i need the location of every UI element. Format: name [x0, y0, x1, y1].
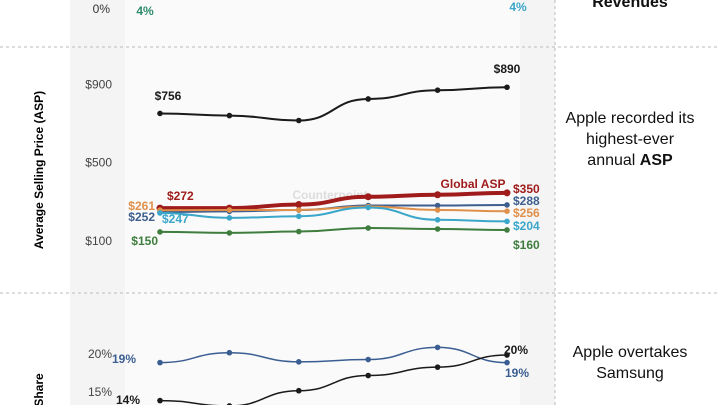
point [365, 372, 372, 379]
data-label: $204 [513, 219, 540, 233]
y-tick-label: $100 [85, 234, 112, 248]
data-label: 19% [505, 366, 529, 380]
point [364, 193, 372, 201]
point [157, 397, 163, 404]
point [434, 191, 442, 199]
y-tick-label: $900 [85, 77, 112, 91]
series-line [159, 86, 508, 122]
series-label: Global ASP [441, 177, 506, 191]
point [295, 201, 303, 209]
point [434, 202, 441, 209]
data-label: $150 [131, 234, 158, 248]
point [504, 84, 510, 91]
data-label: $288 [513, 194, 540, 208]
series-line [159, 346, 508, 364]
point [504, 208, 510, 215]
y-tick-label: 15% [88, 385, 112, 399]
data-label: 14% [116, 393, 140, 405]
point [365, 96, 372, 102]
point [157, 359, 163, 366]
point [503, 189, 511, 197]
point [365, 225, 372, 231]
point [226, 207, 233, 213]
data-label: $252 [128, 210, 155, 224]
point [365, 356, 372, 363]
point [226, 215, 233, 221]
point [504, 227, 510, 233]
point [157, 210, 163, 216]
data-label: $272 [167, 189, 194, 203]
point [434, 344, 441, 351]
point [296, 207, 302, 213]
point [434, 364, 441, 370]
point [296, 117, 302, 124]
point [296, 387, 302, 394]
annotation: 4% [136, 4, 154, 18]
series-line [159, 354, 508, 405]
series-line [159, 205, 508, 213]
point [434, 207, 441, 213]
note-text: Apple recorded its highest-ever annual [565, 110, 695, 169]
y-tick-label: 20% [88, 347, 112, 361]
point [157, 229, 163, 235]
point [434, 87, 441, 93]
point [226, 349, 233, 356]
point [157, 110, 163, 117]
y-axis-label: Average Selling Price (ASP) [32, 91, 46, 249]
point [296, 213, 302, 220]
note-bold: ASP [639, 152, 673, 169]
note: Apple overtakes Samsung [572, 344, 688, 382]
data-label: $160 [513, 238, 540, 252]
data-label: $247 [162, 212, 189, 226]
data-label: 19% [112, 352, 136, 366]
data-label: $256 [513, 206, 540, 220]
data-label: 20% [504, 343, 528, 357]
data-label: $350 [513, 182, 540, 196]
annotation: 4% [509, 0, 527, 14]
point [365, 204, 372, 211]
note: Revenues [592, 0, 668, 11]
point [226, 230, 233, 236]
series-line [160, 190, 508, 211]
point [296, 359, 302, 365]
point [504, 202, 510, 208]
point [226, 112, 233, 119]
data-label: $890 [494, 62, 521, 76]
series-line [159, 206, 508, 223]
point [296, 228, 302, 235]
data-label: $756 [155, 89, 182, 103]
y-tick-label: $500 [85, 156, 112, 170]
point [504, 359, 510, 366]
point [434, 217, 441, 223]
point [434, 226, 441, 232]
series-line [159, 227, 508, 234]
y-tick-label: 0% [93, 2, 111, 16]
y-axis-label: Share [32, 373, 46, 405]
point [504, 352, 510, 358]
data-label: $261 [128, 199, 155, 213]
note: Apple recorded its highest-ever annual A… [565, 108, 695, 171]
point [504, 218, 510, 225]
